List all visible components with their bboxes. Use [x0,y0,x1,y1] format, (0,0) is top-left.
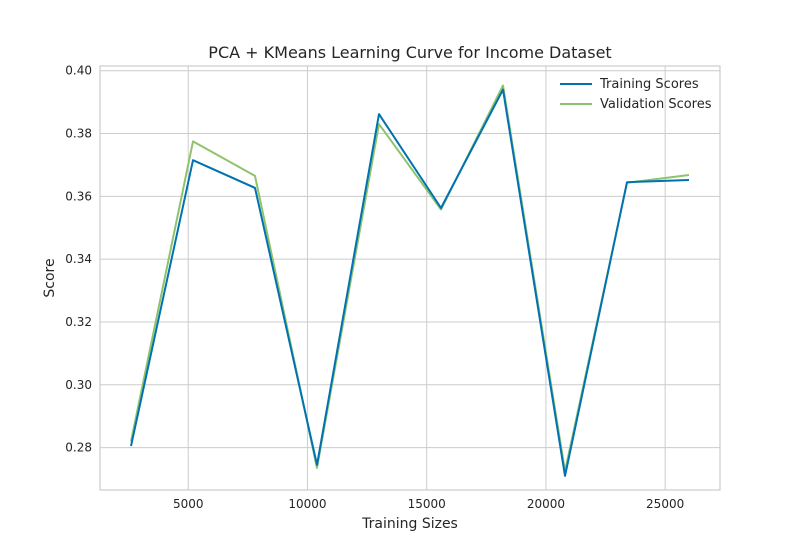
x-axis-label: Training Sizes [361,516,458,532]
plot-area [100,66,720,490]
legend-label: Training Scores [599,77,699,92]
y-axis-ticks: 0.28 0.30 0.32 0.34 0.36 0.38 0.40 [65,64,92,455]
grid [100,66,720,490]
y-tick-label: 0.34 [65,252,92,266]
series-lines [130,84,690,477]
y-axis-label: Score [42,258,58,297]
series-line-training-scores [130,88,690,477]
x-tick-label: 15000 [408,497,446,511]
y-tick-label: 0.32 [65,315,92,329]
chart-title: PCA + KMeans Learning Curve for Income D… [208,43,611,62]
x-tick-label: 5000 [173,497,204,511]
y-tick-label: 0.40 [65,64,92,78]
y-tick-label: 0.28 [65,441,92,455]
x-axis-ticks: 5000 10000 15000 20000 25000 [173,497,684,511]
x-tick-label: 10000 [288,497,326,511]
y-tick-label: 0.36 [65,189,92,203]
x-tick-label: 20000 [527,497,565,511]
y-tick-label: 0.30 [65,378,92,392]
y-tick-label: 0.38 [65,127,92,141]
legend-label: Validation Scores [600,97,712,112]
plot-frame [99,65,721,491]
legend: Training Scores Validation Scores [560,77,712,112]
x-tick-label: 25000 [646,497,684,511]
